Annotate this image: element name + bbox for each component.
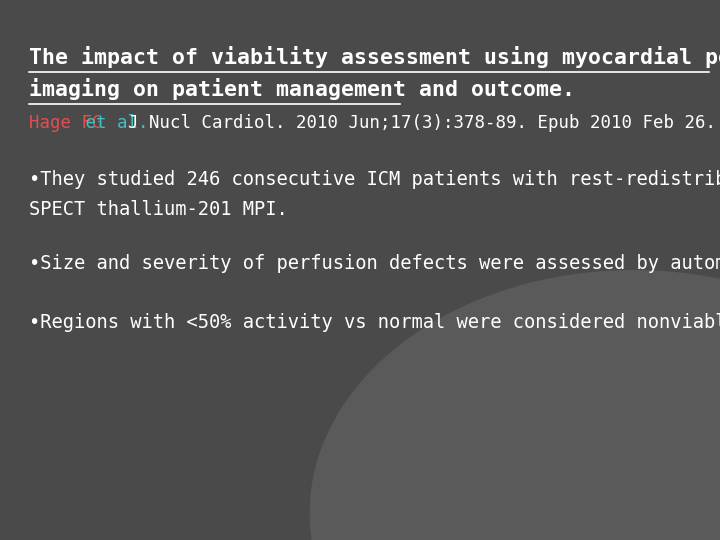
Text: SPECT thallium-201 MPI.: SPECT thallium-201 MPI. [29,200,287,219]
Text: •They studied 246 consecutive ICM patients with rest-redistribution gated: •They studied 246 consecutive ICM patien… [29,170,720,189]
Text: J Nucl Cardiol. 2010 Jun;17(3):378-89. Epub 2010 Feb 26.: J Nucl Cardiol. 2010 Jun;17(3):378-89. E… [128,114,716,132]
Text: imaging on patient management and outcome.: imaging on patient management and outcom… [29,78,575,100]
Text: Hage FG: Hage FG [29,114,102,132]
Text: et al.: et al. [75,114,159,132]
Text: •Size and severity of perfusion defects were assessed by automated method.: •Size and severity of perfusion defects … [29,254,720,273]
Ellipse shape [310,270,720,540]
Text: •Regions with <50% activity vs normal were considered nonviable: •Regions with <50% activity vs normal we… [29,313,720,332]
Text: The impact of viability assessment using myocardial perfusion: The impact of viability assessment using… [29,46,720,68]
